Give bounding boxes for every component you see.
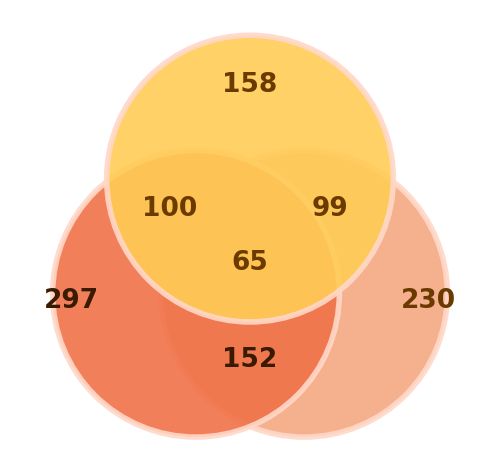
Text: 65: 65 [232, 250, 268, 276]
Text: 230: 230 [401, 288, 456, 314]
Circle shape [160, 150, 448, 437]
Circle shape [106, 35, 394, 322]
Text: 152: 152 [222, 346, 278, 373]
Text: 99: 99 [312, 196, 348, 222]
Text: 158: 158 [222, 71, 278, 98]
Text: 100: 100 [142, 196, 198, 222]
Text: 297: 297 [44, 288, 99, 314]
Circle shape [52, 150, 340, 437]
